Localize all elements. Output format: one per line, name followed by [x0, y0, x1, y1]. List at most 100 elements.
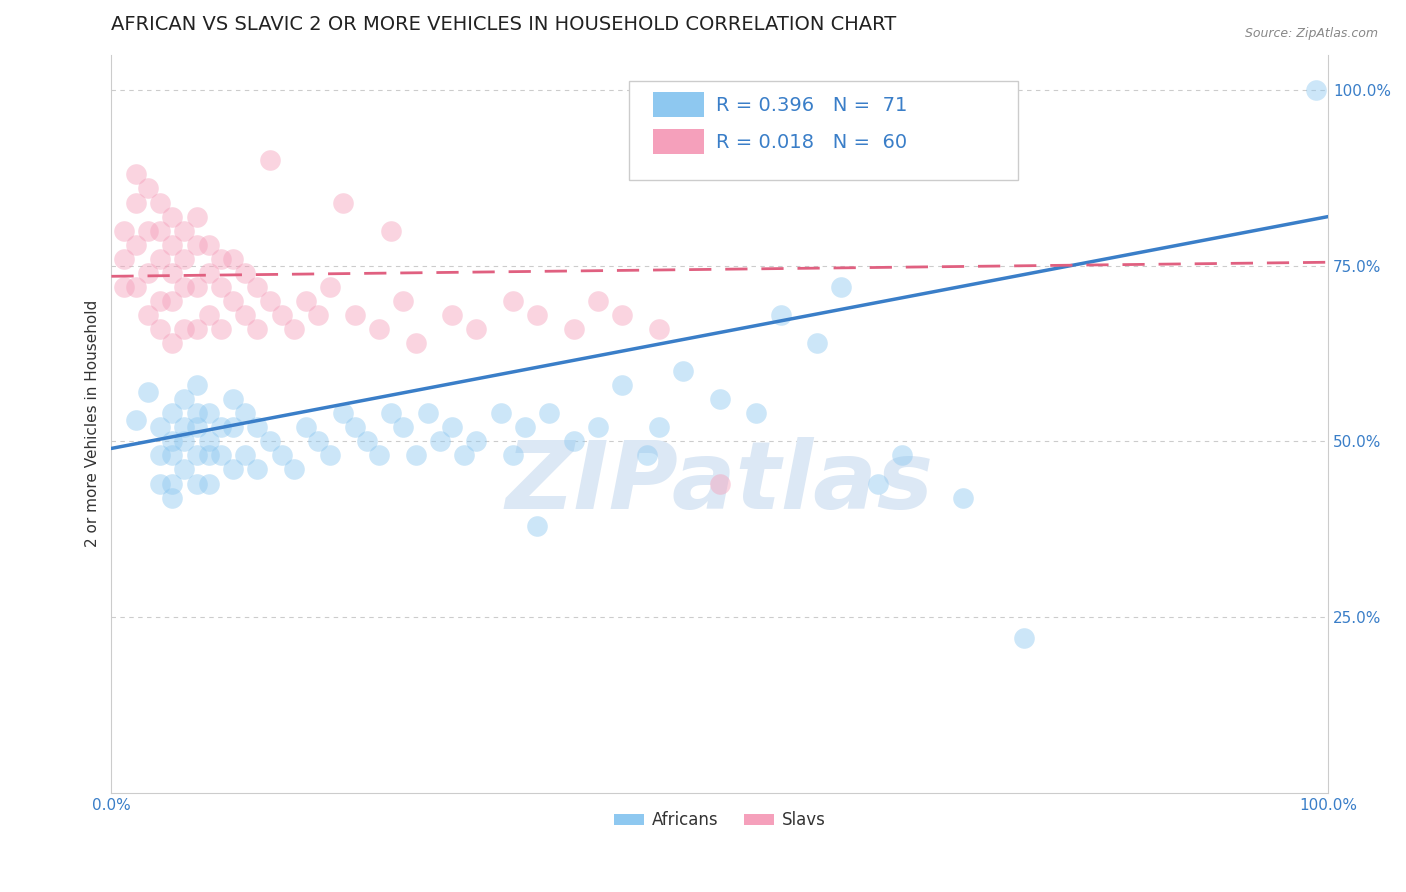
Point	[526, 308, 548, 322]
Point	[332, 195, 354, 210]
Point	[162, 476, 184, 491]
Point	[745, 406, 768, 420]
Point	[441, 420, 464, 434]
Point	[453, 449, 475, 463]
Point	[197, 476, 219, 491]
Point	[270, 308, 292, 322]
Point	[612, 378, 634, 392]
Point	[136, 224, 159, 238]
Point	[586, 293, 609, 308]
Point	[222, 293, 245, 308]
Point	[586, 420, 609, 434]
Point	[162, 434, 184, 449]
Point	[392, 293, 415, 308]
Text: AFRICAN VS SLAVIC 2 OR MORE VEHICLES IN HOUSEHOLD CORRELATION CHART: AFRICAN VS SLAVIC 2 OR MORE VEHICLES IN …	[111, 15, 897, 34]
Point	[891, 449, 914, 463]
Point	[149, 224, 172, 238]
Point	[562, 434, 585, 449]
Point	[429, 434, 451, 449]
Point	[149, 449, 172, 463]
Point	[405, 336, 427, 351]
Point	[806, 336, 828, 351]
Text: Source: ZipAtlas.com: Source: ZipAtlas.com	[1244, 27, 1378, 40]
Point	[186, 406, 208, 420]
Point	[173, 462, 195, 476]
Point	[343, 308, 366, 322]
Text: R = 0.396   N =  71: R = 0.396 N = 71	[716, 95, 907, 115]
Point	[186, 476, 208, 491]
Point	[270, 449, 292, 463]
Point	[283, 462, 305, 476]
Point	[197, 406, 219, 420]
Point	[197, 308, 219, 322]
Point	[648, 322, 671, 336]
Point	[209, 420, 232, 434]
Point	[222, 252, 245, 266]
Point	[162, 237, 184, 252]
Point	[149, 420, 172, 434]
Point	[173, 392, 195, 407]
Point	[648, 420, 671, 434]
Point	[709, 476, 731, 491]
Point	[489, 406, 512, 420]
Point	[952, 491, 974, 505]
Point	[259, 434, 281, 449]
Legend: Africans, Slavs: Africans, Slavs	[607, 805, 832, 836]
Point	[343, 420, 366, 434]
Point	[866, 476, 889, 491]
Point	[173, 280, 195, 294]
Point	[380, 224, 402, 238]
Point	[162, 293, 184, 308]
Point	[538, 406, 561, 420]
Point	[197, 434, 219, 449]
Point	[136, 308, 159, 322]
Point	[136, 181, 159, 195]
Point	[513, 420, 536, 434]
Point	[125, 237, 148, 252]
Point	[173, 252, 195, 266]
Point	[112, 252, 135, 266]
Point	[136, 385, 159, 400]
Point	[441, 308, 464, 322]
Point	[197, 237, 219, 252]
Point	[209, 449, 232, 463]
Point	[246, 322, 269, 336]
Point	[769, 308, 792, 322]
Point	[162, 266, 184, 280]
Point	[636, 449, 658, 463]
Point	[186, 280, 208, 294]
Point	[307, 434, 329, 449]
Point	[332, 406, 354, 420]
FancyBboxPatch shape	[652, 128, 704, 153]
Point	[162, 210, 184, 224]
Point	[319, 280, 342, 294]
Point	[319, 449, 342, 463]
Point	[149, 322, 172, 336]
Point	[162, 449, 184, 463]
Point	[162, 406, 184, 420]
Point	[125, 280, 148, 294]
FancyBboxPatch shape	[628, 81, 1018, 180]
FancyBboxPatch shape	[652, 92, 704, 117]
Point	[125, 413, 148, 427]
Point	[186, 322, 208, 336]
Point	[233, 406, 256, 420]
Point	[149, 195, 172, 210]
Point	[149, 252, 172, 266]
Point	[186, 449, 208, 463]
Point	[380, 406, 402, 420]
Point	[502, 293, 524, 308]
Point	[307, 308, 329, 322]
Point	[162, 491, 184, 505]
Point	[197, 449, 219, 463]
Point	[173, 322, 195, 336]
Point	[162, 336, 184, 351]
Point	[209, 280, 232, 294]
Point	[186, 237, 208, 252]
Point	[356, 434, 378, 449]
Point	[465, 322, 488, 336]
Point	[149, 293, 172, 308]
Point	[112, 280, 135, 294]
Point	[526, 518, 548, 533]
Point	[222, 420, 245, 434]
